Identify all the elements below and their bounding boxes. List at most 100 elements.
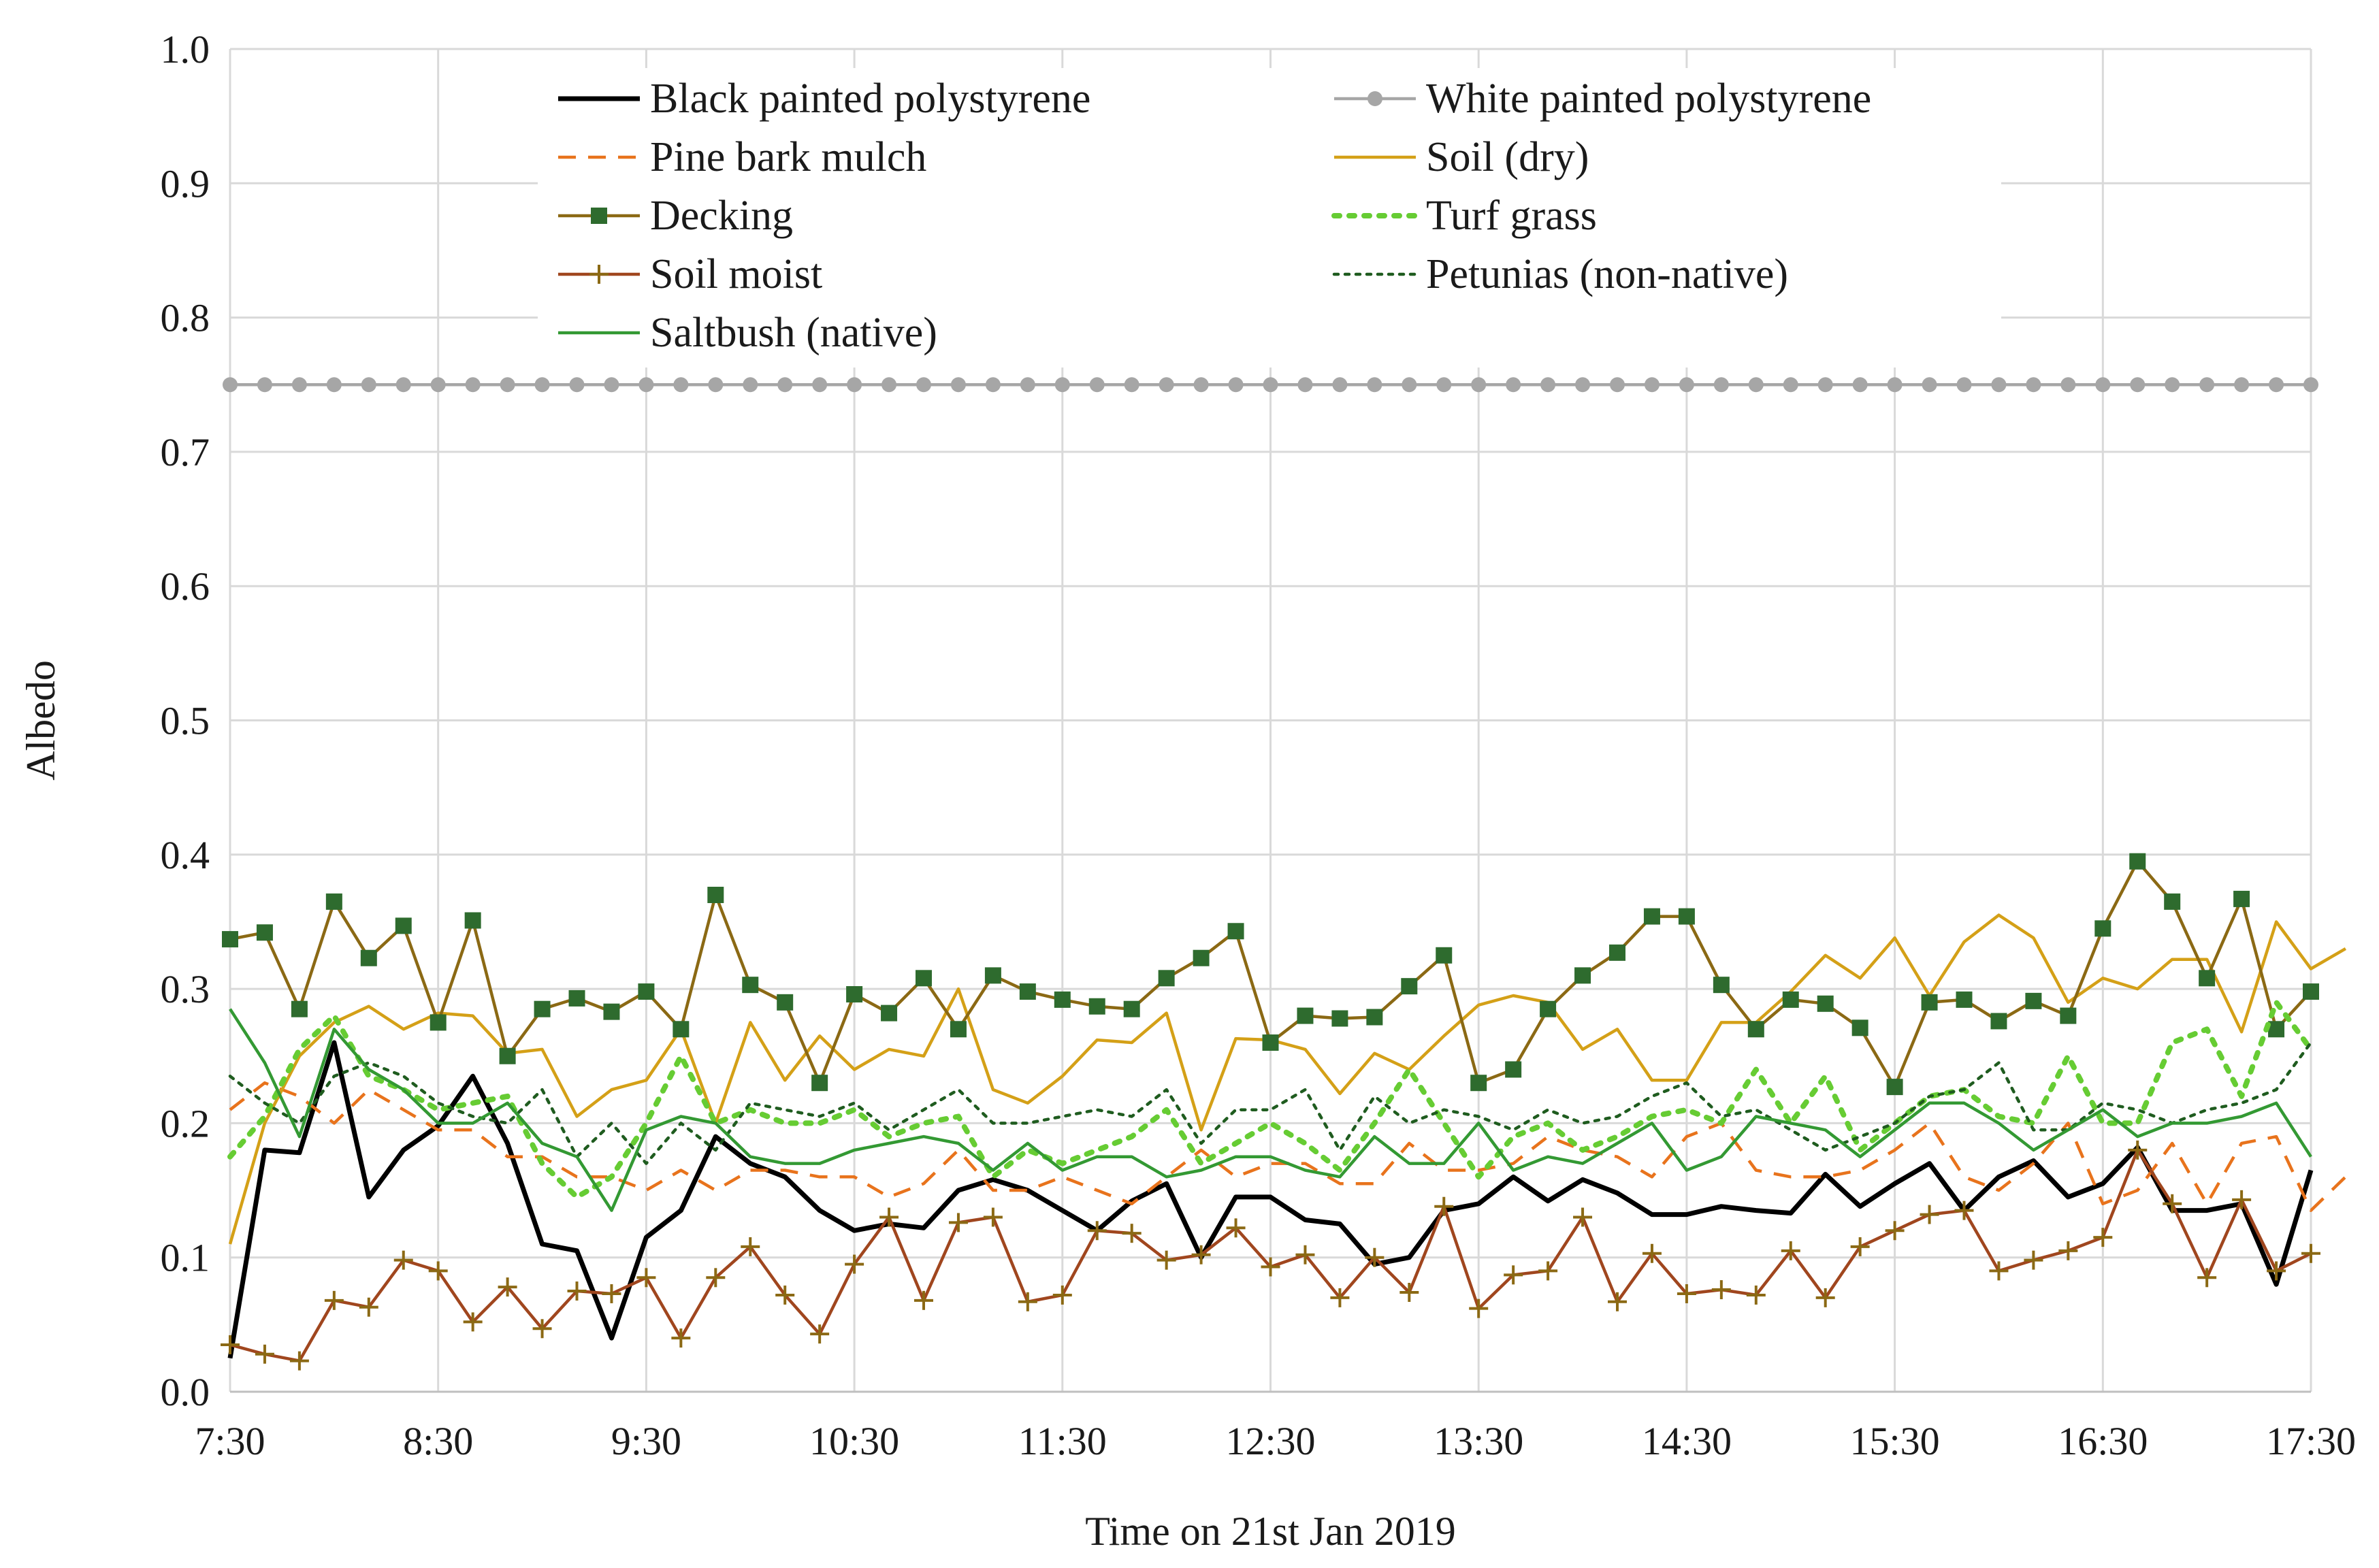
data-point-soil-moist — [671, 1328, 691, 1348]
data-point-decking — [291, 1000, 308, 1017]
data-point-decking — [1019, 983, 1036, 1000]
legend-item-pine-bark-mulch: Pine bark mulch — [558, 134, 926, 180]
x-tick-label: 14:30 — [1642, 1419, 1732, 1463]
data-point-soil-moist — [1954, 1200, 1974, 1220]
data-point-soil-moist — [1226, 1218, 1246, 1238]
x-axis-title: Time on 21st Jan 2019 — [1085, 1509, 1456, 1554]
data-point-decking — [1123, 1000, 1140, 1017]
data-point-white-painted-polystyrene — [1783, 377, 1798, 393]
data-point-white-painted-polystyrene — [1644, 377, 1660, 393]
data-point-white-painted-polystyrene — [743, 377, 758, 393]
x-tick-label: 10:30 — [809, 1419, 899, 1463]
data-point-soil-moist — [1365, 1247, 1385, 1267]
legend-marker-decking — [591, 208, 607, 224]
y-tick-label: 0.2 — [161, 1101, 210, 1145]
data-point-decking — [2025, 992, 2042, 1009]
data-point-white-painted-polystyrene — [361, 377, 376, 393]
data-point-decking — [1331, 1010, 1348, 1027]
legend-label-petunias-non-native: Petunias (non-native) — [1426, 251, 1788, 297]
data-point-decking — [1990, 1013, 2007, 1030]
legend-item-petunias-non-native: Petunias (non-native) — [1332, 251, 1788, 297]
data-point-white-painted-polystyrene — [1089, 377, 1105, 393]
data-point-white-painted-polystyrene — [1332, 377, 1348, 393]
data-point-soil-moist — [602, 1284, 621, 1303]
data-point-decking — [1505, 1061, 1522, 1078]
legend-label-white-painted-polystyrene: White painted polystyrene — [1426, 76, 1871, 122]
data-point-decking — [1436, 947, 1453, 964]
data-point-white-painted-polystyrene — [1575, 377, 1591, 393]
y-tick-label: 0.7 — [161, 430, 210, 474]
data-point-soil-moist — [810, 1324, 830, 1344]
data-point-white-painted-polystyrene — [1852, 377, 1868, 393]
data-point-soil-moist — [1538, 1261, 1558, 1281]
data-point-soil-moist — [567, 1281, 587, 1301]
data-point-decking — [1817, 995, 1834, 1012]
data-point-white-painted-polystyrene — [1297, 377, 1313, 393]
data-point-white-painted-polystyrene — [708, 377, 724, 393]
x-tick-label: 8:30 — [403, 1419, 473, 1463]
data-point-white-painted-polystyrene — [291, 377, 307, 393]
data-point-decking — [2303, 983, 2319, 1000]
data-point-white-painted-polystyrene — [1263, 377, 1278, 393]
data-point-soil-moist — [2197, 1268, 2217, 1288]
data-point-decking — [1262, 1034, 1279, 1051]
data-point-decking — [777, 994, 794, 1011]
data-point-decking — [2094, 920, 2111, 937]
series-line-saltbush-native — [229, 1008, 2312, 1212]
data-point-soil-moist — [1677, 1284, 1696, 1303]
data-point-soil-moist — [1191, 1245, 1211, 1264]
legend-item-soil-moist: Soil moist — [558, 251, 822, 297]
data-point-soil-moist — [498, 1277, 517, 1297]
data-point-white-painted-polystyrene — [569, 377, 585, 393]
legend-marker-white-painted-polystyrene — [1367, 91, 1382, 106]
data-point-soil-moist — [2024, 1250, 2043, 1270]
data-point-decking — [1193, 949, 1210, 966]
legend-label-turf-grass: Turf grass — [1426, 193, 1597, 239]
data-point-white-painted-polystyrene — [1748, 377, 1764, 393]
data-point-decking — [1054, 991, 1071, 1008]
x-tick-label: 17:30 — [2266, 1419, 2356, 1463]
data-point-soil-moist — [255, 1344, 274, 1364]
data-point-decking — [568, 990, 585, 1007]
data-point-white-painted-polystyrene — [1402, 377, 1417, 393]
data-point-white-painted-polystyrene — [2165, 377, 2180, 393]
data-point-soil-moist — [1781, 1241, 1800, 1260]
x-tick-label: 13:30 — [1434, 1419, 1523, 1463]
data-point-decking — [2199, 970, 2216, 987]
legend-item-black-painted-polystyrene: Black painted polystyrene — [558, 76, 1090, 122]
data-point-decking — [1678, 908, 1695, 925]
data-point-soil-moist — [914, 1290, 933, 1310]
data-point-white-painted-polystyrene — [500, 377, 515, 393]
legend-label-soil-dry: Soil (dry) — [1426, 134, 1589, 180]
y-tick-label: 0.4 — [161, 833, 210, 877]
data-point-soil-moist — [2058, 1241, 2078, 1260]
data-point-soil-moist — [1608, 1292, 1627, 1311]
data-point-white-painted-polystyrene — [2303, 377, 2318, 393]
data-point-decking — [1470, 1075, 1487, 1092]
data-point-white-painted-polystyrene — [1159, 377, 1174, 393]
x-tick-label: 12:30 — [1225, 1419, 1315, 1463]
data-point-white-painted-polystyrene — [881, 377, 897, 393]
y-tick-label: 0.3 — [161, 967, 210, 1011]
data-point-decking — [1609, 944, 1625, 961]
legend-item-decking: Decking — [558, 193, 793, 239]
legend: Black painted polystyrene White painted p… — [538, 68, 2001, 368]
data-point-soil-moist — [879, 1207, 899, 1227]
data-point-decking — [2233, 890, 2250, 907]
x-tick-label: 16:30 — [2058, 1419, 2148, 1463]
data-point-decking — [499, 1047, 516, 1064]
data-point-soil-moist — [983, 1207, 1003, 1227]
data-point-white-painted-polystyrene — [326, 377, 342, 393]
x-tick-label: 7:30 — [195, 1419, 265, 1463]
data-point-white-painted-polystyrene — [950, 377, 966, 393]
data-point-soil-moist — [359, 1297, 378, 1317]
data-point-soil-moist — [1711, 1280, 1731, 1300]
y-tick-label: 0.1 — [161, 1236, 210, 1280]
data-point-soil-moist — [1052, 1285, 1072, 1305]
data-point-decking — [2129, 853, 2146, 870]
data-point-decking — [707, 886, 724, 903]
data-point-decking — [1574, 967, 1591, 984]
y-tick-label: 0.0 — [161, 1370, 210, 1414]
data-point-white-painted-polystyrene — [638, 377, 654, 393]
series-white-painted-polystyrene — [223, 377, 2318, 393]
